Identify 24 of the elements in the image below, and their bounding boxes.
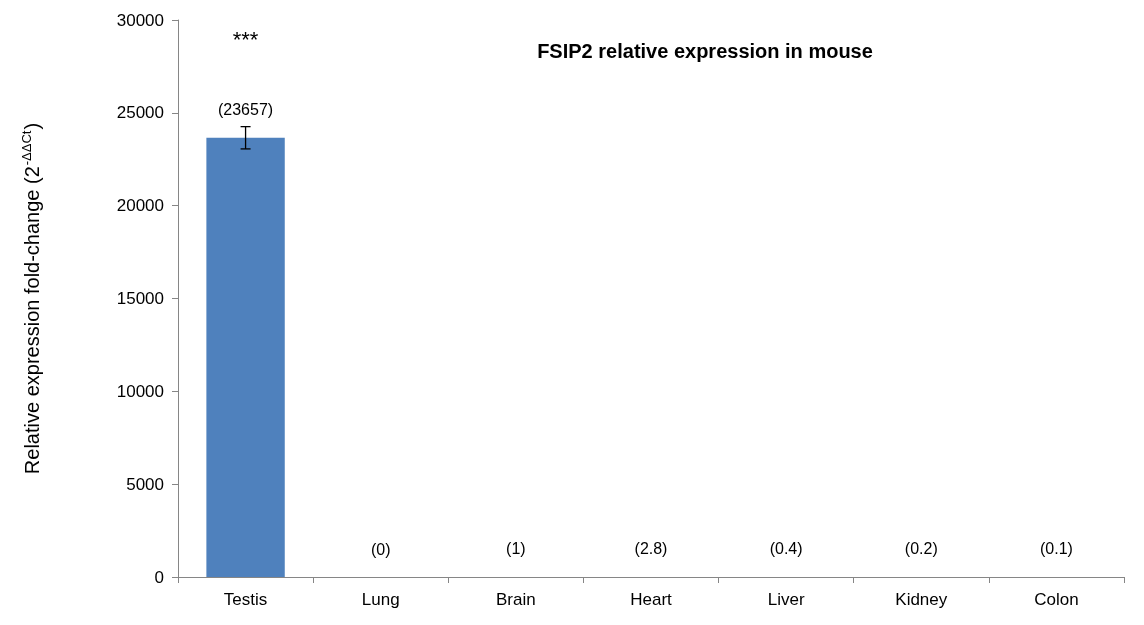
y-tick-label: 10000 [116,381,164,401]
x-tick-label: Kidney [895,590,948,609]
data-label: (0.4) [769,540,803,558]
x-tick-label: Liver [767,590,805,609]
y-tick-label: 0 [154,567,164,587]
y-axis-title: Relative expression fold-change (2-ΔΔCt) [19,122,43,475]
x-tick-label: Lung [361,590,400,609]
annotation: *** [232,26,259,52]
y-tick-label: 20000 [116,196,164,216]
y-tick-label: 5000 [126,474,164,494]
y-tick-label: 25000 [116,103,164,123]
x-tick-label: Brain [496,590,536,609]
x-tick-label: Testis [223,590,268,609]
data-label: (0.1) [1039,540,1073,558]
x-tick-label: Colon [1034,590,1079,609]
text: FSIP2 relative expression in mouse [537,40,873,62]
y-tick-label: 15000 [116,289,164,308]
data-label: (1) [506,540,526,558]
data-label: (0) [370,540,391,558]
data-label: (23657) [217,101,274,119]
y-tick-label: 30000 [116,10,164,30]
x-tick-label: Heart [630,590,673,609]
data-label: (2.8) [634,540,668,558]
data-label: (0.2) [904,540,938,558]
